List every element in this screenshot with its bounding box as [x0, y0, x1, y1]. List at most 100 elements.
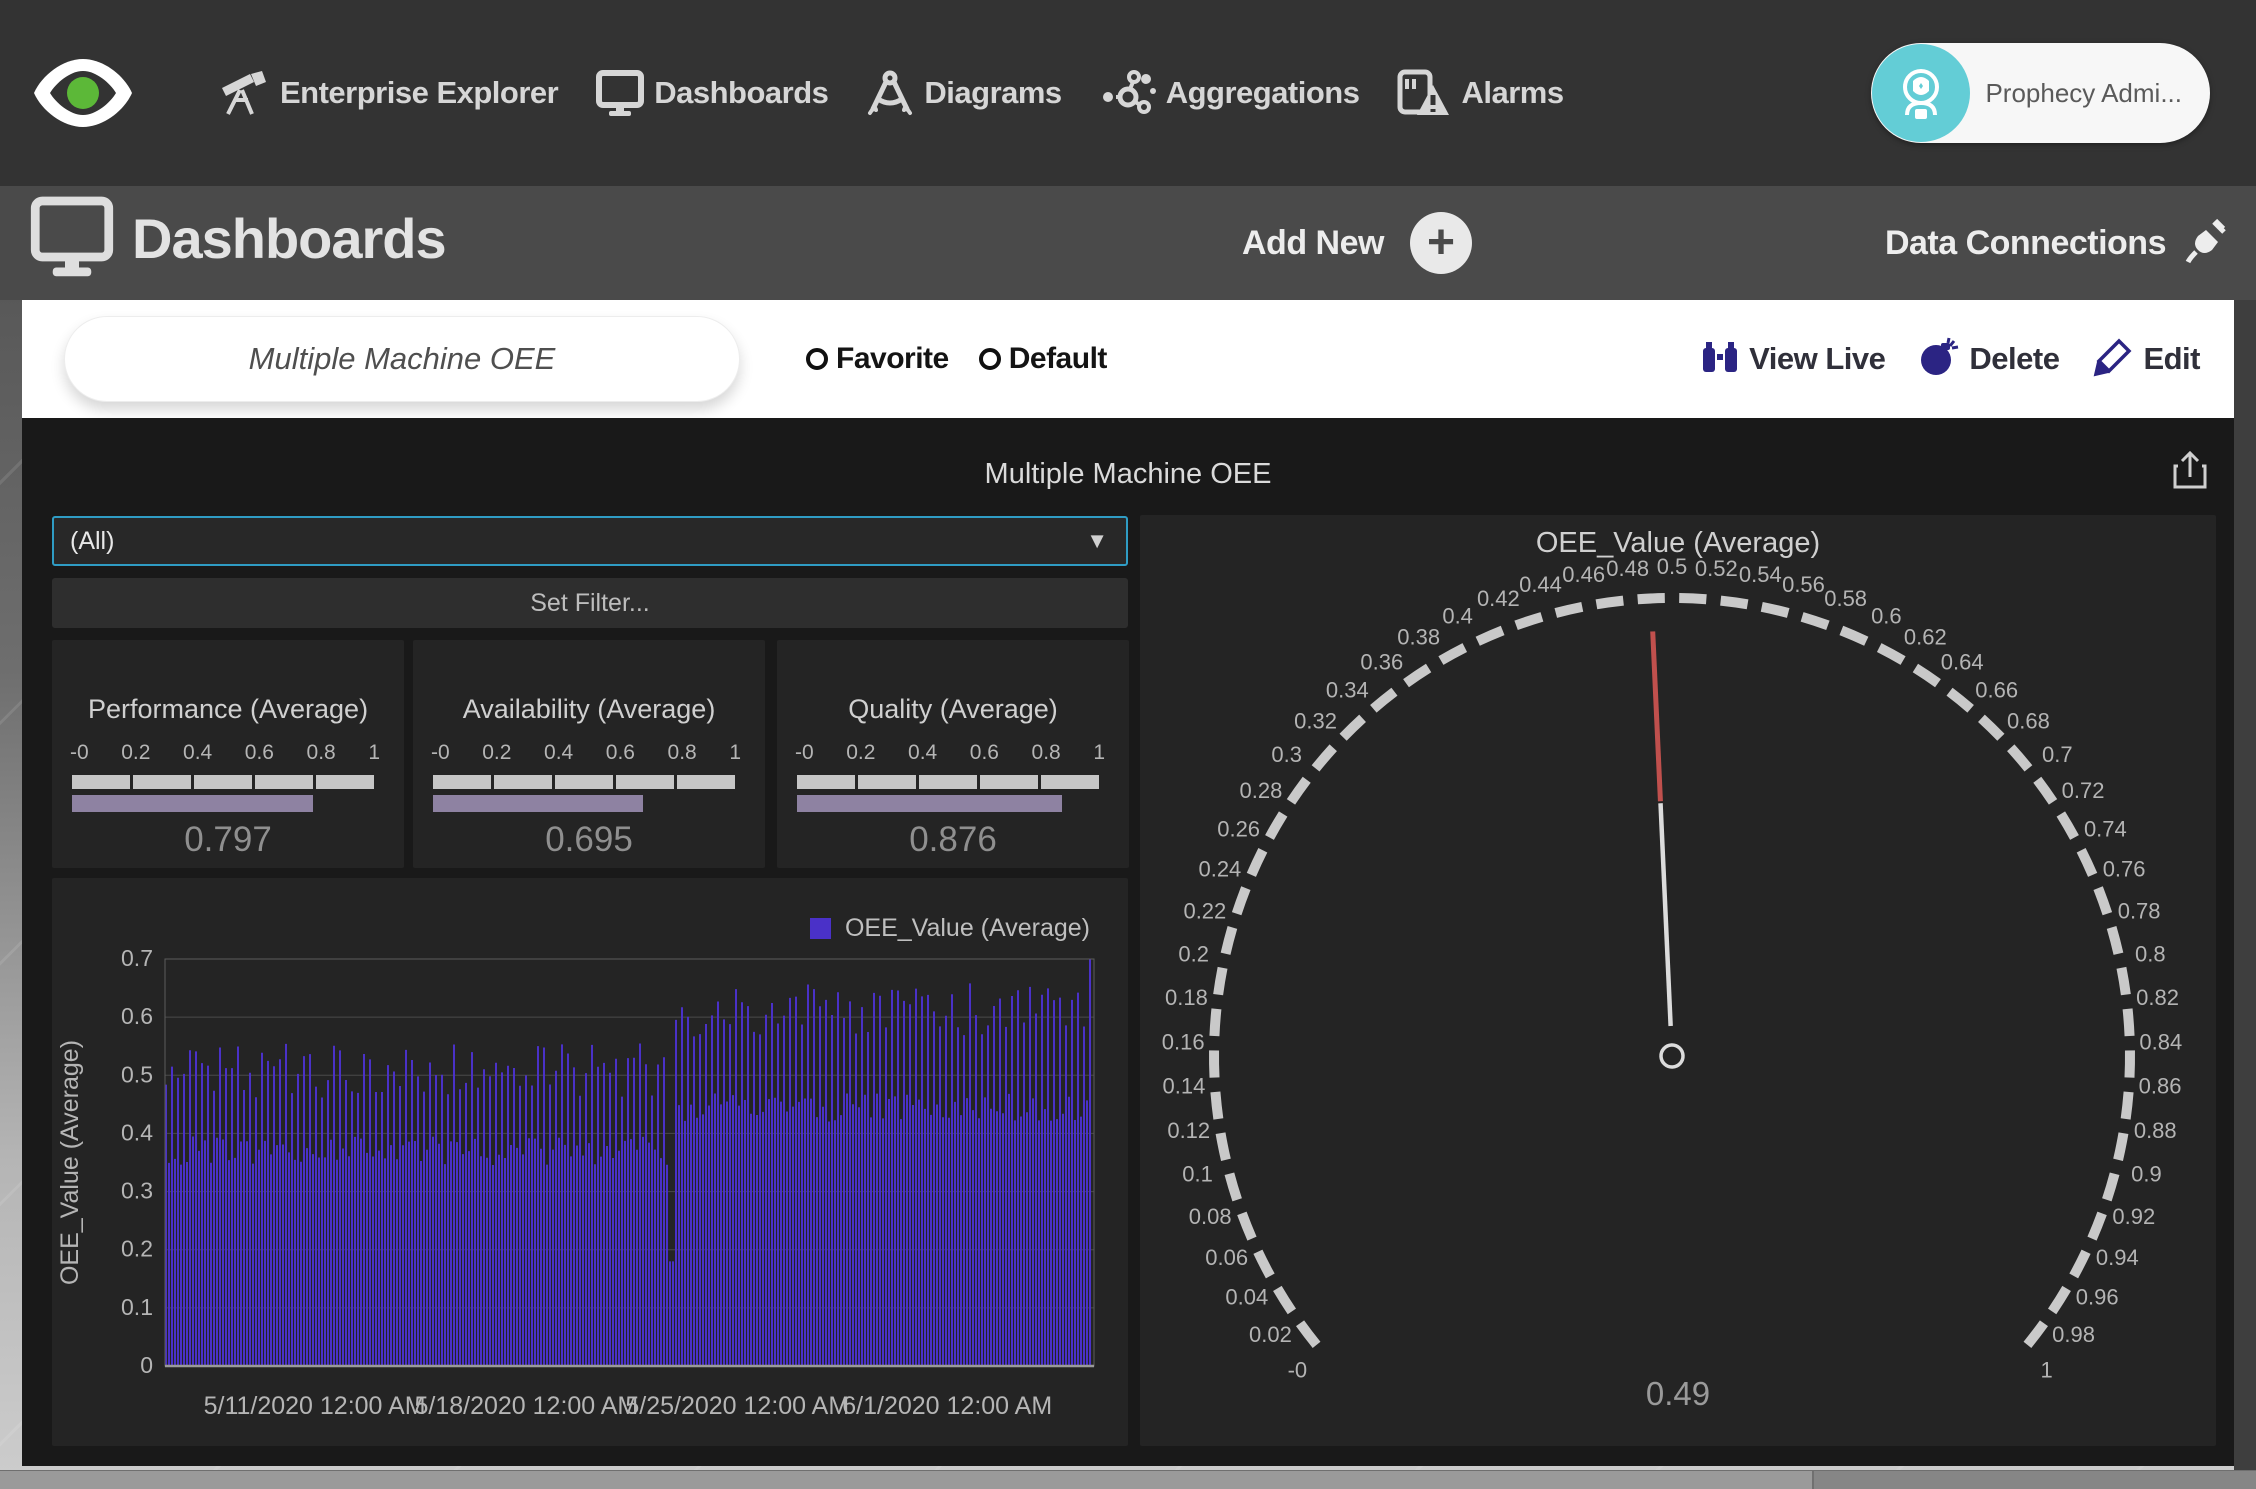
svg-text:0.12: 0.12 — [1167, 1118, 1210, 1143]
machine-filter-dropdown[interactable]: (All) ▼ — [52, 516, 1128, 566]
svg-text:0.46: 0.46 — [1562, 562, 1605, 587]
legend-label: OEE_Value (Average) — [845, 914, 1090, 943]
svg-text:0.1: 0.1 — [1182, 1161, 1213, 1186]
user-menu[interactable]: Prophecy Admi... — [1871, 43, 2210, 143]
kpi-value-bar — [72, 795, 374, 812]
nav-label: Diagrams — [924, 75, 1061, 111]
svg-text:0.94: 0.94 — [2096, 1245, 2139, 1270]
horizontal-scrollbar-thumb[interactable] — [0, 1471, 1814, 1489]
svg-text:0.5: 0.5 — [121, 1061, 153, 1087]
svg-text:0.9: 0.9 — [2131, 1161, 2162, 1186]
edit-label: Edit — [2143, 341, 2200, 377]
dashboard-toolbar: Favorite Default View Live — [22, 300, 2234, 418]
delete-button[interactable]: Delete — [1919, 337, 2059, 382]
set-filter-button[interactable]: Set Filter... — [52, 578, 1128, 628]
nav-label: Aggregations — [1166, 75, 1360, 111]
telescope-icon — [218, 70, 270, 116]
svg-text:0.08: 0.08 — [1189, 1204, 1232, 1229]
svg-text:0.18: 0.18 — [1165, 985, 1208, 1010]
nav-enterprise-explorer[interactable]: Enterprise Explorer — [218, 70, 558, 116]
plus-icon: + — [1410, 212, 1472, 274]
svg-text:0.44: 0.44 — [1519, 572, 1562, 597]
kpi-tick-labels: -00.20.40.60.81 — [70, 741, 380, 765]
dashboard-title: Multiple Machine OEE — [22, 458, 2234, 491]
dashboard-panel: Multiple Machine OEE (All) ▼ Set Filter.… — [22, 418, 2234, 1466]
page-header: Dashboards Add New + Data Connections — [0, 186, 2256, 300]
dashboard-actions: View Live Delete — [1701, 300, 2200, 418]
svg-text:0: 0 — [140, 1352, 153, 1378]
kpi-scale-bar — [72, 775, 374, 789]
nav-label: Enterprise Explorer — [280, 75, 558, 111]
horizontal-scrollbar[interactable] — [0, 1470, 2256, 1489]
add-new-button[interactable]: Add New + — [1242, 186, 1472, 300]
svg-text:0.8: 0.8 — [2135, 941, 2166, 966]
user-name: Prophecy Admi... — [1985, 78, 2182, 109]
oee-trend-chart[interactable]: 00.10.20.30.40.50.60.75/11/2020 12:00 AM… — [52, 878, 1128, 1446]
monitor-icon — [30, 194, 114, 283]
svg-text:0.34: 0.34 — [1326, 677, 1369, 702]
nav-aggregations[interactable]: Aggregations — [1100, 69, 1360, 117]
favorite-label: Favorite — [836, 342, 949, 376]
legend-swatch-icon — [810, 918, 831, 939]
svg-text:0.1: 0.1 — [121, 1294, 153, 1320]
svg-text:OEE_Value (Average): OEE_Value (Average) — [56, 1040, 84, 1285]
kpi-title: Performance (Average) — [52, 694, 404, 725]
svg-text:0.4: 0.4 — [121, 1119, 153, 1145]
svg-text:0.68: 0.68 — [2007, 708, 2050, 733]
svg-text:0.84: 0.84 — [2139, 1029, 2182, 1054]
kpi-card-availability: Availability (Average) -00.20.40.60.81 0… — [413, 640, 765, 868]
svg-text:0.62: 0.62 — [1904, 625, 1947, 650]
svg-text:0.66: 0.66 — [1975, 677, 2018, 702]
nav-alarms[interactable]: Alarms — [1397, 69, 1563, 117]
svg-text:0.88: 0.88 — [2134, 1118, 2177, 1143]
vertical-scrollbar[interactable] — [2234, 300, 2256, 1470]
kpi-tick-labels: -00.20.40.60.81 — [795, 741, 1105, 765]
share-icon[interactable] — [2172, 450, 2208, 495]
data-connections-button[interactable]: Data Connections — [1885, 186, 2230, 300]
default-label: Default — [1009, 342, 1107, 376]
svg-text:0.04: 0.04 — [1225, 1285, 1268, 1310]
svg-text:0.42: 0.42 — [1477, 586, 1520, 611]
svg-text:5/25/2020 12:00 AM: 5/25/2020 12:00 AM — [625, 1392, 849, 1420]
default-radio[interactable]: Default — [979, 342, 1107, 376]
kpi-value-bar — [433, 795, 735, 812]
svg-text:0.02: 0.02 — [1249, 1322, 1292, 1347]
svg-text:0.58: 0.58 — [1824, 586, 1867, 611]
svg-text:0.86: 0.86 — [2139, 1074, 2182, 1099]
gauge-value: 0.49 — [1140, 1375, 2216, 1413]
oee-gauge-chart[interactable]: -00.020.040.060.080.10.120.140.160.180.2… — [1140, 515, 2216, 1446]
svg-text:0.28: 0.28 — [1240, 778, 1283, 803]
app-root: Enterprise Explorer Dashboards — [0, 0, 2256, 1489]
svg-text:6/1/2020 12:00 AM: 6/1/2020 12:00 AM — [842, 1392, 1052, 1420]
kpi-value: 0.797 — [52, 820, 404, 860]
svg-text:0.2: 0.2 — [1178, 941, 1209, 966]
chart-legend: OEE_Value (Average) — [810, 914, 1090, 943]
svg-text:5/18/2020 12:00 AM: 5/18/2020 12:00 AM — [414, 1392, 638, 1420]
svg-text:0.7: 0.7 — [121, 945, 153, 971]
svg-text:0.2: 0.2 — [121, 1236, 153, 1262]
favorite-radio[interactable]: Favorite — [806, 342, 949, 376]
monitor-icon — [596, 70, 644, 116]
view-live-button[interactable]: View Live — [1701, 340, 1885, 379]
top-nav-bar: Enterprise Explorer Dashboards — [0, 0, 2256, 186]
dashboard-name-pill — [64, 316, 740, 402]
svg-text:0.74: 0.74 — [2084, 816, 2127, 841]
kpi-scale-bar — [433, 775, 735, 789]
svg-text:0.92: 0.92 — [2112, 1204, 2155, 1229]
kpi-title: Quality (Average) — [777, 694, 1129, 725]
prophecy-eye-logo[interactable] — [28, 53, 138, 133]
svg-text:0.7: 0.7 — [2042, 742, 2073, 767]
delete-label: Delete — [1969, 341, 2059, 377]
dropdown-selected-value: (All) — [70, 527, 1086, 556]
svg-text:0.64: 0.64 — [1941, 649, 1984, 674]
nav-diagrams[interactable]: Diagrams — [866, 69, 1061, 117]
bomb-icon — [1919, 337, 1959, 382]
svg-text:0.14: 0.14 — [1163, 1074, 1206, 1099]
page-title: Dashboards — [132, 206, 446, 271]
kpi-title: Availability (Average) — [413, 694, 765, 725]
dashboard-name-input[interactable] — [99, 340, 706, 378]
edit-button[interactable]: Edit — [2093, 337, 2200, 382]
compass-icon — [866, 69, 914, 117]
nav-dashboards[interactable]: Dashboards — [596, 70, 828, 116]
network-icon — [1100, 69, 1156, 117]
